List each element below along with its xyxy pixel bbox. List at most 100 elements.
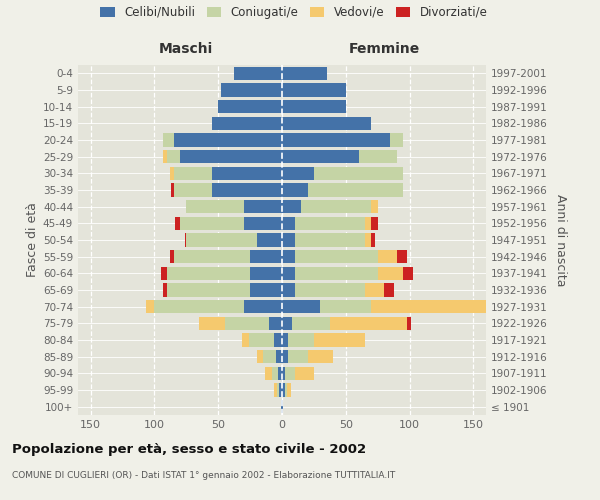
Bar — [282, 366, 284, 380]
Bar — [282, 200, 301, 213]
Bar — [282, 316, 292, 330]
Bar — [278, 366, 282, 380]
Bar — [265, 366, 272, 380]
Bar — [282, 66, 326, 80]
Bar — [180, 216, 244, 230]
Bar — [272, 366, 278, 380]
Bar — [384, 284, 394, 296]
Bar — [282, 300, 320, 314]
Bar — [282, 150, 359, 164]
Bar — [289, 334, 314, 346]
Text: Maschi: Maschi — [159, 42, 214, 56]
Bar — [257, 350, 263, 364]
Bar — [163, 150, 167, 164]
Bar — [280, 384, 282, 396]
Bar — [244, 216, 282, 230]
Bar — [263, 350, 275, 364]
Bar — [292, 316, 331, 330]
Bar — [301, 200, 371, 213]
Bar — [282, 216, 295, 230]
Bar — [242, 334, 249, 346]
Bar — [287, 384, 291, 396]
Bar — [282, 184, 308, 196]
Bar — [397, 250, 407, 264]
Bar — [371, 216, 377, 230]
Bar — [282, 400, 283, 413]
Bar — [233, 66, 282, 80]
Text: Popolazione per età, sesso e stato civile - 2002: Popolazione per età, sesso e stato civil… — [12, 442, 366, 456]
Bar — [187, 234, 257, 246]
Text: Femmine: Femmine — [349, 42, 419, 56]
Bar — [407, 316, 411, 330]
Bar — [250, 266, 282, 280]
Bar — [365, 234, 371, 246]
Bar — [171, 184, 173, 196]
Y-axis label: Fasce di età: Fasce di età — [26, 202, 39, 278]
Text: COMUNE DI CUGLIERI (OR) - Dati ISTAT 1° gennaio 2002 - Elaborazione TUTTITALIA.I: COMUNE DI CUGLIERI (OR) - Dati ISTAT 1° … — [12, 471, 395, 480]
Bar — [249, 334, 274, 346]
Bar — [282, 116, 371, 130]
Bar — [281, 400, 282, 413]
Bar — [173, 250, 250, 264]
Bar — [167, 266, 250, 280]
Bar — [314, 334, 365, 346]
Bar — [244, 300, 282, 314]
Bar — [377, 266, 403, 280]
Bar — [257, 234, 282, 246]
Bar — [308, 184, 403, 196]
Bar — [173, 134, 282, 146]
Bar — [173, 166, 212, 180]
Bar — [282, 166, 314, 180]
Bar — [365, 284, 384, 296]
Bar — [170, 250, 173, 264]
Bar — [284, 366, 295, 380]
Bar — [282, 84, 346, 96]
Bar — [275, 350, 282, 364]
Bar — [314, 166, 403, 180]
Bar — [221, 84, 282, 96]
Bar — [308, 350, 333, 364]
Bar — [269, 316, 282, 330]
Bar — [320, 300, 371, 314]
Bar — [282, 384, 284, 396]
Bar — [180, 150, 282, 164]
Bar — [274, 334, 282, 346]
Bar — [282, 250, 295, 264]
Bar — [365, 216, 371, 230]
Bar — [371, 234, 375, 246]
Bar — [170, 166, 173, 180]
Bar — [295, 284, 365, 296]
Bar — [295, 366, 314, 380]
Legend: Celibi/Nubili, Coniugati/e, Vedovi/e, Divorziati/e: Celibi/Nubili, Coniugati/e, Vedovi/e, Di… — [100, 6, 488, 19]
Bar — [377, 250, 397, 264]
Bar — [282, 350, 289, 364]
Bar — [199, 316, 224, 330]
Bar — [295, 250, 377, 264]
Bar — [371, 300, 537, 314]
Bar — [282, 334, 289, 346]
Bar — [359, 150, 397, 164]
Bar — [403, 266, 413, 280]
Bar — [289, 350, 308, 364]
Bar — [163, 134, 173, 146]
Bar — [274, 384, 277, 396]
Bar — [282, 100, 346, 114]
Bar — [282, 284, 295, 296]
Bar — [224, 316, 269, 330]
Bar — [212, 166, 282, 180]
Bar — [161, 266, 167, 280]
Bar — [282, 266, 295, 280]
Bar — [146, 300, 155, 314]
Bar — [282, 134, 391, 146]
Bar — [391, 134, 403, 146]
Bar — [173, 184, 212, 196]
Y-axis label: Anni di nascita: Anni di nascita — [554, 194, 567, 286]
Bar — [331, 316, 407, 330]
Bar — [175, 216, 180, 230]
Bar — [218, 100, 282, 114]
Bar — [284, 384, 287, 396]
Bar — [212, 184, 282, 196]
Bar — [295, 216, 365, 230]
Bar — [155, 300, 244, 314]
Bar — [371, 200, 377, 213]
